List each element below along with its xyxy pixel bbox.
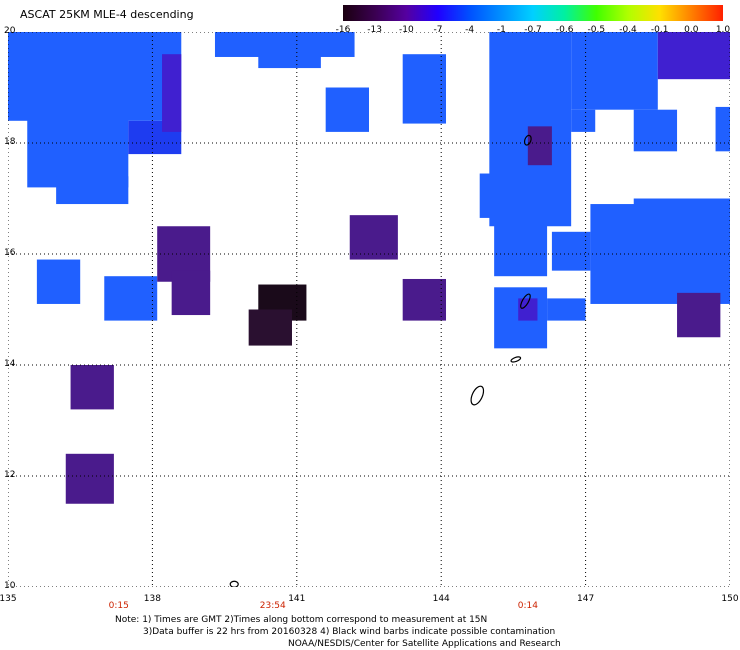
wind-data-cell <box>527 126 552 166</box>
wind-data-cell <box>104 276 158 321</box>
colorbar <box>343 5 723 21</box>
wind-data-cell <box>214 32 355 57</box>
colorbar-tick-label: 0.0 <box>684 25 699 35</box>
colorbar-tick-label: -0.1 <box>650 25 669 35</box>
island-outline <box>523 134 532 146</box>
wind-data-cell <box>171 270 211 316</box>
colorbar-tick-label: -13 <box>367 25 383 35</box>
colorbar-gradient <box>343 5 723 21</box>
chart-title: ASCAT 25KM MLE-4 descending <box>20 8 194 21</box>
time-label: 0:15 <box>108 601 129 611</box>
colorbar-tick-label: -0.7 <box>524 25 542 35</box>
wind-data-cell <box>248 309 292 346</box>
map-canvas <box>8 32 730 587</box>
latitude-label: 18 <box>4 137 16 147</box>
wind-data-cell <box>479 173 524 218</box>
wind-data-cell <box>547 298 586 321</box>
wind-data-cell <box>571 109 596 132</box>
wind-data-cell <box>8 32 182 121</box>
latitude-label: 12 <box>4 470 16 480</box>
latitude-label: 14 <box>4 359 16 369</box>
longitude-label: 138 <box>143 594 161 604</box>
colorbar-tick-label: -0.6 <box>555 25 574 35</box>
colorbar-tick-label: -16 <box>335 25 351 35</box>
island-outline <box>470 385 485 406</box>
wind-data-cell <box>349 215 398 260</box>
island-outline <box>229 580 239 587</box>
wind-data-cell <box>551 231 591 271</box>
colorbar-tick-label: -7 <box>433 25 443 35</box>
latitude-label: 10 <box>4 581 16 591</box>
latitude-label: 20 <box>4 26 16 36</box>
wind-data-cell <box>325 87 369 132</box>
colorbar-tick-label: -0.4 <box>619 25 637 35</box>
time-label: 0:14 <box>517 601 538 611</box>
latitude-label: 16 <box>4 248 16 258</box>
wind-data-cell <box>494 215 548 277</box>
wind-data-cell <box>657 32 730 80</box>
colorbar-tick-label: -0.5 <box>587 25 606 35</box>
wind-data-cell <box>56 176 129 205</box>
wind-data-cell <box>36 259 81 304</box>
longitude-label: 144 <box>432 594 450 604</box>
wind-data-cell <box>402 54 447 124</box>
wind-data-cell <box>633 198 730 216</box>
wind-data-cell <box>258 54 321 69</box>
colorbar-tick-label: 1.0 <box>715 25 731 35</box>
longitude-label: 147 <box>577 594 595 604</box>
island-outline <box>520 293 531 309</box>
wind-data-cell <box>633 109 678 152</box>
colorbar-tick-label: -10 <box>398 25 414 35</box>
wind-data-cell <box>518 298 538 321</box>
wind-data-cell <box>70 365 114 410</box>
wind-data-cell <box>402 278 447 321</box>
time-label: 23:54 <box>259 601 286 611</box>
wind-data-cell <box>27 109 129 188</box>
map-plot-area <box>8 32 730 587</box>
colorbar-tick-label: -1 <box>496 25 506 35</box>
wind-data-cell <box>571 32 658 110</box>
footer-note-line-1: Note: 1) Times are GMT 2)Times along bot… <box>115 615 488 625</box>
footer-credit: NOAA/NESDIS/Center for Satellite Applica… <box>288 639 561 649</box>
island-outline <box>510 356 522 363</box>
wind-data-cell <box>65 453 114 504</box>
wind-data-cell <box>677 292 721 338</box>
longitude-label: 150 <box>721 594 739 604</box>
wind-data-cell <box>715 106 730 152</box>
colorbar-tick-label: -4 <box>465 25 475 35</box>
longitude-label: 135 <box>0 594 17 604</box>
wind-data-cell <box>162 54 182 132</box>
longitude-label: 141 <box>288 594 306 604</box>
footer-note-line-2: 3)Data buffer is 22 hrs from 20160328 4)… <box>143 627 556 637</box>
